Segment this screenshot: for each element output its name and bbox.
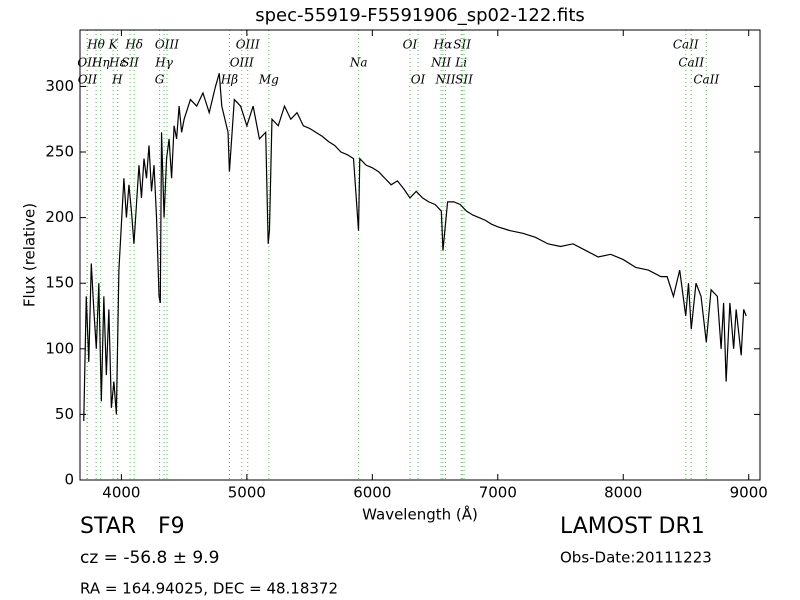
survey: LAMOST DR1 [560,514,705,539]
object-class: STAR [80,514,136,539]
line-marker-label: H [111,73,123,87]
x-tick-label: 7000 [479,484,517,502]
line-marker-label: OIII [155,38,179,52]
line-marker-label: Hβ [220,73,238,87]
x-tick-label: 6000 [353,484,391,502]
line-marker-label: OIII [236,38,260,52]
line-marker-label: OIII [230,56,254,70]
y-tick-label: 200 [45,208,74,226]
x-tick-label: 5000 [228,484,266,502]
line-marker-label: Hδ [124,38,143,52]
line-marker-label: K [108,38,119,52]
spectrum-line [83,73,747,421]
line-marker-label: OI [411,73,426,87]
line-marker-label: SII [453,38,471,52]
line-marker-label: Na [349,56,368,70]
line-marker-label: NII [430,56,451,70]
line-marker-label: NII [434,73,455,87]
line-marker-label: Hθ [86,38,105,52]
line-marker-label: G [155,73,165,87]
plot-frame [79,29,761,481]
y-tick-label: 250 [45,143,74,161]
redshift: cz = -56.8 ± 9.9 [80,548,219,568]
obs-date: Obs-Date:20111223 [560,549,712,567]
line-marker-label: SII [455,73,473,87]
line-marker-label: Hη [91,56,110,70]
coordinates: RA = 164.94025, DEC = 48.18372 [80,580,338,598]
line-marker-label: OI [403,38,418,52]
x-tick-label: 8000 [604,484,642,502]
y-tick-label: 100 [45,339,74,357]
line-marker-label: Hα [433,38,453,52]
line-marker-label: Li [454,56,467,70]
line-marker-label: CaII [678,56,704,70]
y-tick-label: 300 [45,77,74,95]
x-axis-label: Wavelength (Å) [362,505,478,524]
line-marker-label: CaII [693,73,719,87]
line-marker-label: SII [121,56,139,70]
y-axis-label: Flux (relative) [21,203,39,307]
y-tick-label: 150 [45,274,74,292]
line-marker-label: Mg [258,73,279,87]
y-tick-label: 50 [55,405,74,423]
line-marker-label: OII [78,73,98,87]
x-tick-label: 4000 [102,484,140,502]
chart-title: spec-55919-F5591906_sp02-122.fits [255,5,585,26]
object-subclass: F9 [158,514,185,539]
y-tick-label: 0 [64,471,74,489]
line-marker-label: CaII [673,38,699,52]
x-tick-label: 9000 [730,484,768,502]
line-marker-label: Hγ [154,56,173,70]
